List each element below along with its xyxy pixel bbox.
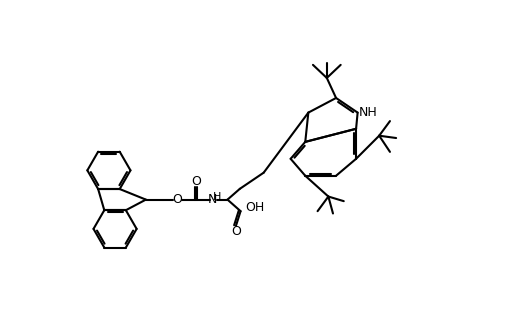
Text: N: N (207, 193, 216, 206)
Text: NH: NH (358, 106, 377, 119)
Text: OH: OH (244, 201, 264, 214)
Text: O: O (191, 175, 201, 188)
Text: O: O (172, 193, 182, 206)
Text: H: H (213, 192, 221, 202)
Text: O: O (231, 225, 240, 239)
